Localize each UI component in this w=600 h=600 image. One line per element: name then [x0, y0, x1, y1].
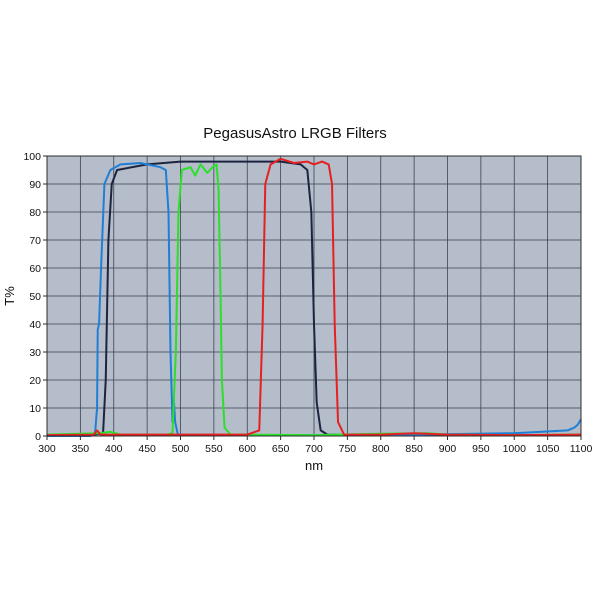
x-tick-label: 800 [372, 443, 390, 455]
x-axis-ticks: 300 350 400 450 500 550 600 650 700 750 800 850 900 9… [38, 436, 592, 455]
x-tick-label: 550 [205, 443, 223, 455]
x-axis-label: nm [305, 458, 323, 473]
y-tick-label: 100 [23, 151, 41, 163]
y-tick-label: 50 [29, 291, 41, 303]
y-tick-label: 20 [29, 375, 41, 387]
y-tick-label: 30 [29, 347, 41, 359]
x-tick-label: 750 [339, 443, 357, 455]
x-tick-label: 350 [72, 443, 90, 455]
series-line [46, 157, 582, 437]
x-tick-label: 300 [38, 443, 56, 455]
y-tick-label: 90 [29, 179, 41, 191]
x-tick-label: 1000 [503, 443, 527, 455]
x-tick-label: 950 [472, 443, 490, 455]
x-tick-label: 700 [305, 443, 323, 455]
chart-title: PegasusAstro LRGB Filters [203, 125, 386, 142]
x-tick-label: 500 [172, 443, 190, 455]
y-tick-label: 80 [29, 207, 41, 219]
x-tick-label: 1100 [570, 443, 593, 455]
x-tick-label: 650 [272, 443, 290, 455]
x-tick-label: 900 [439, 443, 457, 455]
x-tick-label: 850 [405, 443, 423, 455]
y-tick-label: 60 [29, 263, 41, 275]
y-axis-label: T% [2, 286, 17, 306]
x-tick-label: 400 [105, 443, 123, 455]
x-tick-label: 600 [238, 443, 256, 455]
x-tick-label: 1050 [536, 443, 560, 455]
y-axis-ticks: 0 10 20 30 40 50 60 70 80 90 100 [23, 151, 47, 443]
x-tick-label: 450 [138, 443, 156, 455]
series-lines [46, 157, 582, 437]
series-line [47, 162, 582, 437]
y-tick-label: 0 [35, 431, 41, 443]
y-tick-label: 40 [29, 319, 41, 331]
y-tick-label: 70 [29, 235, 41, 247]
y-tick-label: 10 [29, 403, 41, 415]
